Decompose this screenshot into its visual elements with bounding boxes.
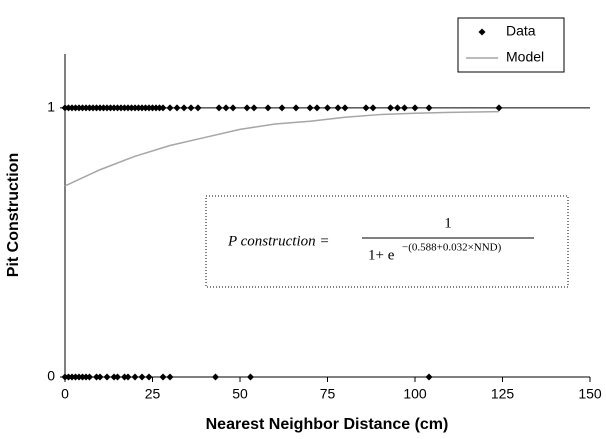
- equation-exponent: −(0.588+0.032×NND): [402, 242, 502, 254]
- equation-denominator: 1+ e: [368, 247, 395, 263]
- y-tick-label: 0: [47, 368, 55, 384]
- data-point: [495, 104, 503, 112]
- equation-numerator: 1: [444, 215, 452, 231]
- data-point: [250, 104, 258, 112]
- data-point: [96, 373, 104, 381]
- data-point: [264, 104, 272, 112]
- data-point: [222, 104, 230, 112]
- y-tick-label: 1: [47, 99, 55, 115]
- data-point: [313, 104, 321, 112]
- data-point: [124, 373, 132, 381]
- data-point: [166, 373, 174, 381]
- data-point: [306, 104, 314, 112]
- legend-box: [457, 17, 565, 73]
- data-point: [114, 373, 121, 381]
- data-point: [131, 373, 139, 381]
- equation-lhs: P construction =: [227, 233, 330, 249]
- data-point: [362, 104, 370, 112]
- data-point: [369, 104, 377, 112]
- data-point: [278, 104, 286, 112]
- model-line: [64, 110, 500, 187]
- y-axis-title: Pit Construction: [5, 153, 22, 277]
- equation-box: [205, 195, 569, 288]
- data-point: [86, 373, 93, 381]
- legend-label: Data: [506, 23, 536, 39]
- data-point: [394, 104, 401, 112]
- x-tick-label: 0: [61, 386, 69, 402]
- data-point: [159, 373, 167, 381]
- x-tick-label: 25: [145, 386, 161, 402]
- data-point: [229, 104, 237, 112]
- data-point: [212, 373, 219, 381]
- x-tick-label: 75: [320, 386, 336, 402]
- x-tick-label: 150: [578, 386, 602, 402]
- x-tick-label: 50: [232, 386, 248, 402]
- data-point: [215, 104, 223, 112]
- data-point: [159, 104, 167, 112]
- data-point: [145, 373, 153, 381]
- data-point: [292, 104, 300, 112]
- x-tick-label: 100: [403, 386, 427, 402]
- data-point: [243, 104, 251, 112]
- data-point: [138, 373, 146, 381]
- data-point: [401, 104, 408, 112]
- data-point: [425, 104, 433, 112]
- x-tick-label: 125: [491, 386, 515, 402]
- x-axis-title: Nearest Neighbor Distance (cm): [206, 416, 449, 433]
- data-point: [194, 104, 202, 112]
- data-point: [425, 373, 433, 381]
- data-point: [387, 104, 394, 112]
- data-point: [173, 104, 181, 112]
- data-point: [324, 104, 331, 112]
- data-point: [180, 104, 188, 112]
- data-point: [334, 104, 342, 112]
- legend-swatch: [478, 28, 486, 36]
- data-point: [166, 104, 174, 112]
- legend-label: Model: [506, 49, 544, 65]
- data-point: [187, 104, 195, 112]
- data-point: [411, 104, 419, 112]
- data-point: [103, 373, 111, 381]
- data-point: [341, 104, 349, 112]
- data-point: [247, 373, 254, 381]
